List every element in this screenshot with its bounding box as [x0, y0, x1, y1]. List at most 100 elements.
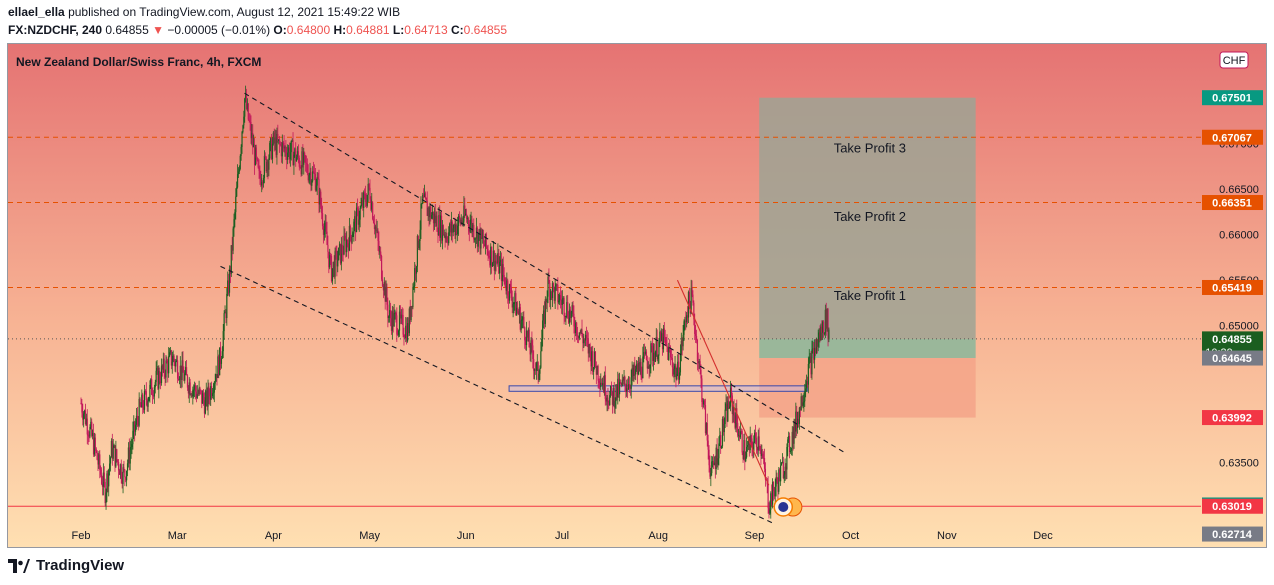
candle-body: [606, 397, 608, 402]
candle-body: [631, 368, 633, 378]
candle-body: [319, 191, 321, 205]
candle-body: [727, 400, 729, 422]
candle-body: [287, 152, 289, 160]
high-label: H:: [333, 23, 347, 37]
candle-body: [248, 119, 250, 121]
candle-body: [667, 346, 669, 360]
candle-body: [188, 382, 190, 394]
candle-body: [564, 316, 566, 317]
candle-body: [825, 309, 827, 329]
candle-body: [661, 333, 663, 341]
candle-body: [663, 328, 665, 338]
candle-body: [426, 200, 428, 216]
candle-body: [333, 261, 335, 277]
candle-body: [599, 382, 601, 388]
candle-body: [130, 447, 132, 450]
candle-body: [763, 457, 765, 459]
candle-body: [822, 321, 825, 334]
tradingview-brand[interactable]: TradingView: [36, 557, 125, 574]
publisher-name[interactable]: ellael_ella: [8, 5, 65, 19]
chart-title: New Zealand Dollar/Swiss Franc, 4h, FXCM: [16, 55, 262, 69]
candle-body: [776, 476, 778, 483]
candle-body: [234, 212, 236, 220]
candle-body: [145, 391, 147, 400]
candle-body: [712, 461, 715, 466]
candle-body: [257, 159, 259, 168]
candle-body: [260, 178, 262, 186]
candle-body: [347, 240, 349, 244]
candle-body: [453, 224, 455, 229]
candle-body: [475, 227, 478, 239]
candle-body: [183, 372, 185, 381]
candle-body: [512, 304, 514, 308]
candle-body: [698, 361, 700, 364]
candle-body: [230, 245, 232, 274]
candle-body: [763, 458, 766, 469]
candle-body: [80, 403, 82, 404]
candle-body: [532, 345, 534, 360]
candle-body: [138, 398, 140, 426]
candle-body: [529, 347, 531, 355]
candle-body: [704, 405, 707, 434]
candle-body: [635, 364, 638, 370]
candle-body: [728, 400, 730, 408]
candle-body: [202, 393, 205, 401]
event-flag-icon: [778, 502, 789, 512]
candle-body: [440, 215, 443, 241]
candle-body: [259, 170, 261, 179]
published-text: published on TradingView.com, August 12,…: [68, 5, 401, 19]
candle-body: [755, 437, 758, 448]
candle-body: [217, 356, 219, 378]
candle-body: [618, 378, 620, 395]
candle-body: [673, 368, 675, 375]
candle-body: [315, 185, 317, 191]
candle-body: [721, 418, 724, 447]
chart-pane[interactable]: Take Profit 3 Take Profit 2 Take Profit 1 0…: [7, 43, 1267, 548]
candle-body: [637, 363, 639, 375]
price-scale: [1201, 44, 1267, 548]
candle-body: [701, 378, 703, 402]
candle-body: [141, 394, 143, 408]
candle-body: [518, 307, 520, 315]
candle-body: [761, 453, 763, 456]
candle-body: [823, 333, 826, 335]
candle-body: [758, 436, 760, 446]
candle-body: [587, 339, 589, 354]
candle-body: [261, 182, 263, 186]
candle-body: [114, 445, 116, 467]
candle-body: [613, 387, 615, 408]
candle-body: [542, 310, 545, 321]
candle-body: [746, 445, 749, 447]
candle-body: [779, 469, 781, 482]
tradingview-logo-icon[interactable]: [8, 558, 30, 573]
candle-body: [408, 308, 410, 334]
candle-body: [827, 309, 829, 340]
candle-body: [290, 140, 292, 153]
candle-body: [246, 103, 249, 109]
candle-body: [507, 280, 509, 296]
candle-body: [161, 365, 164, 370]
candle-body: [675, 365, 677, 380]
candle-body: [272, 132, 274, 144]
candle-body: [172, 355, 174, 362]
candle-body: [777, 482, 779, 492]
chart-canvas[interactable]: Take Profit 3 Take Profit 2 Take Profit 1 0…: [8, 44, 1267, 548]
candle-body: [624, 377, 626, 385]
candle-body: [127, 447, 130, 464]
candle-body: [584, 334, 587, 341]
candle-body: [585, 334, 588, 339]
candle-body: [243, 116, 245, 126]
candle-body: [644, 351, 646, 354]
candle-body: [236, 187, 238, 197]
candle-body: [414, 268, 416, 287]
candle-body: [729, 406, 731, 408]
candle-body: [574, 326, 576, 333]
candle-body: [360, 205, 362, 209]
price-tag-label: 0.64855: [1212, 334, 1252, 346]
candle-body: [672, 367, 674, 375]
candle-body: [451, 221, 453, 233]
candle-body: [648, 366, 650, 369]
candle-body: [157, 367, 159, 389]
candle-body: [391, 311, 393, 331]
candle-body: [353, 221, 355, 234]
